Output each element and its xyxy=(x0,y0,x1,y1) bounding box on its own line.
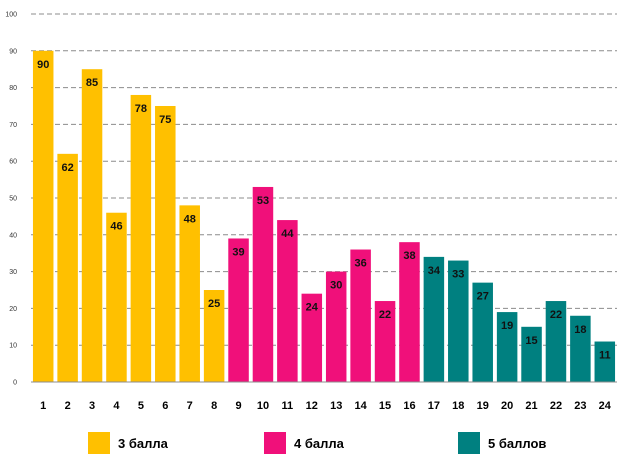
data-label-17: 34 xyxy=(428,265,441,277)
x-tick-label-15: 15 xyxy=(379,400,391,412)
data-label-14: 36 xyxy=(355,258,367,270)
y-tick-label-20: 20 xyxy=(9,306,17,313)
bar-14 xyxy=(350,249,371,382)
x-tick-label-1: 1 xyxy=(40,400,46,412)
x-tick-label-13: 13 xyxy=(330,400,342,412)
legend-item-5-ballov: 5 баллов xyxy=(458,432,546,454)
x-tick-label-23: 23 xyxy=(574,400,586,412)
legend-label-5-ballov: 5 баллов xyxy=(488,435,547,451)
x-tick-label-14: 14 xyxy=(355,400,368,412)
data-label-24: 11 xyxy=(599,350,611,362)
y-tick-label-90: 90 xyxy=(9,48,17,55)
bar-18 xyxy=(448,260,469,382)
gridlines xyxy=(31,13,617,346)
data-label-22: 22 xyxy=(550,309,562,321)
bar-17 xyxy=(423,256,445,382)
data-label-11: 44 xyxy=(281,228,294,240)
data-label-12: 24 xyxy=(306,302,319,314)
y-tick-label-50: 50 xyxy=(9,196,17,203)
x-tick-label-12: 12 xyxy=(306,400,318,412)
y-tick-label-0: 0 xyxy=(13,380,17,387)
bar-13 xyxy=(325,271,347,382)
x-axis-ticks: 1 2 3 4 5 6 7 8 9 10 11 12 13 14 15 16 17 18 19 20 21 22 23 24 xyxy=(40,400,612,412)
x-tick-label-7: 7 xyxy=(187,400,193,412)
bar-16 xyxy=(399,242,420,382)
bar-1 xyxy=(32,50,54,383)
data-label-6: 75 xyxy=(159,114,171,126)
data-label-4: 46 xyxy=(110,221,122,233)
x-tick-label-20: 20 xyxy=(501,400,513,412)
data-label-2: 62 xyxy=(62,162,74,174)
bar-10 xyxy=(252,186,274,382)
x-tick-label-21: 21 xyxy=(525,400,537,412)
bar-19 xyxy=(472,282,493,382)
bar-21 xyxy=(521,326,542,382)
bar-12 xyxy=(301,293,323,382)
x-tick-label-4: 4 xyxy=(113,400,120,412)
x-tick-label-11: 11 xyxy=(282,400,294,412)
x-tick-label-2: 2 xyxy=(65,400,71,412)
data-label-16: 38 xyxy=(403,250,415,262)
y-tick-label-60: 60 xyxy=(9,159,17,166)
data-label-9: 39 xyxy=(232,246,244,258)
bar-2 xyxy=(57,153,78,382)
bar-23 xyxy=(570,315,591,382)
data-label-1: 90 xyxy=(37,59,49,71)
y-tick-label-80: 80 xyxy=(9,85,17,92)
bar-3 xyxy=(81,69,103,382)
x-tick-label-10: 10 xyxy=(257,400,269,412)
data-label-15: 22 xyxy=(379,309,391,321)
bar-8 xyxy=(203,290,225,382)
y-tick-label-70: 70 xyxy=(9,122,17,129)
x-tick-label-6: 6 xyxy=(162,400,168,412)
legend-item-4-balla: 4 балла xyxy=(264,432,344,454)
x-tick-label-18: 18 xyxy=(452,400,464,412)
bar-5 xyxy=(130,94,152,383)
y-tick-label-30: 30 xyxy=(9,269,17,276)
bar-11 xyxy=(277,220,298,382)
data-label-20: 19 xyxy=(501,320,513,332)
x-tick-label-19: 19 xyxy=(477,400,489,412)
bar-22 xyxy=(545,301,567,382)
legend-swatch-4-balla xyxy=(264,432,286,454)
bar-15 xyxy=(374,301,396,382)
x-tick-label-9: 9 xyxy=(235,400,241,412)
x-tick-label-16: 16 xyxy=(403,400,415,412)
data-label-21: 15 xyxy=(525,335,537,347)
legend-swatch-3-balla xyxy=(88,432,110,454)
data-label-10: 53 xyxy=(257,195,269,207)
y-axis-ticks: 0 10 20 30 40 50 60 70 80 90 100 xyxy=(5,12,17,387)
y-tick-label-40: 40 xyxy=(9,232,17,239)
data-label-5: 78 xyxy=(135,103,147,115)
data-labels: 90 62 85 46 78 75 48 25 39 53 44 24 30 36 22 38 34 33 27 19… xyxy=(37,59,611,362)
bar-4 xyxy=(106,212,127,382)
x-tick-label-22: 22 xyxy=(550,400,562,412)
bar-9 xyxy=(228,238,249,382)
x-tick-label-8: 8 xyxy=(211,400,217,412)
x-tick-label-5: 5 xyxy=(138,400,144,412)
y-tick-label-10: 10 xyxy=(9,343,17,350)
legend: 3 балла 4 балла 5 баллов xyxy=(0,432,627,456)
data-label-3: 85 xyxy=(86,77,98,89)
data-label-18: 33 xyxy=(452,269,464,281)
bar-7 xyxy=(179,205,200,382)
bar-24 xyxy=(594,341,616,382)
bar-6 xyxy=(155,106,176,382)
bars xyxy=(32,50,616,383)
legend-label-3-balla: 3 балла xyxy=(118,435,168,451)
legend-swatch-5-ballov xyxy=(458,432,480,454)
data-label-13: 30 xyxy=(330,280,342,292)
x-tick-label-24: 24 xyxy=(599,400,612,412)
y-tick-label-100: 100 xyxy=(5,12,17,19)
data-label-19: 27 xyxy=(477,291,489,303)
legend-label-4-balla: 4 балла xyxy=(294,435,344,451)
x-tick-label-17: 17 xyxy=(428,400,440,412)
data-label-23: 18 xyxy=(574,324,586,336)
x-tick-label-3: 3 xyxy=(89,400,95,412)
legend-item-3-balla: 3 балла xyxy=(88,432,168,454)
data-label-7: 48 xyxy=(184,213,196,225)
data-label-8: 25 xyxy=(208,298,220,310)
bar-20 xyxy=(496,312,518,382)
